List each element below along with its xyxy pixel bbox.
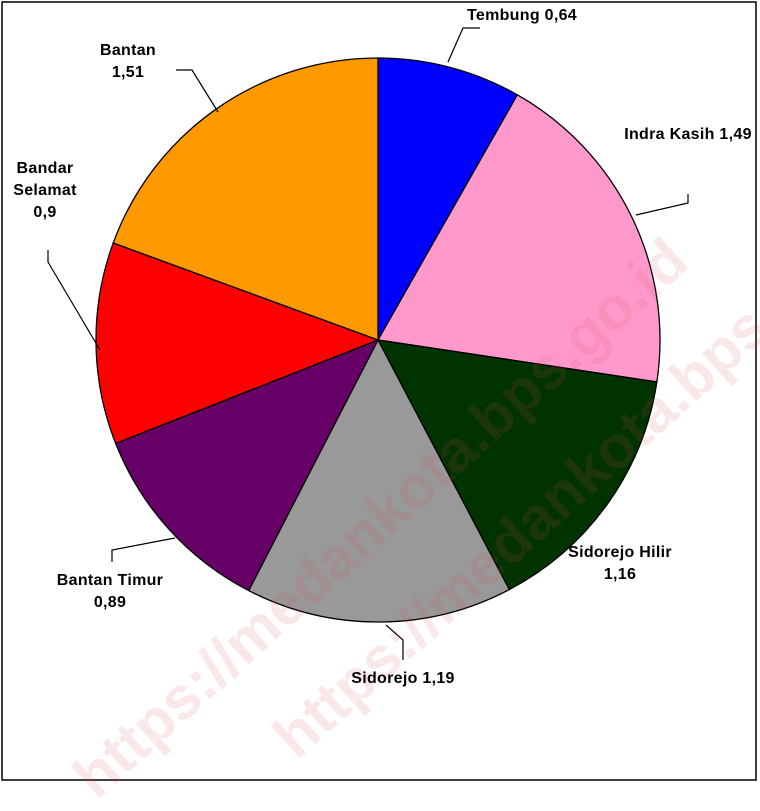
leader-line bbox=[635, 194, 689, 216]
leader-line bbox=[176, 69, 219, 113]
category-name: Sidorejo Hilir bbox=[568, 544, 672, 561]
value-label: 1,51 bbox=[111, 64, 145, 81]
value-label: 1,19 bbox=[422, 670, 455, 687]
chart-svg bbox=[1, 1, 757, 781]
slice-label: Indra Kasih 1,49 bbox=[618, 124, 758, 146]
pie-slice bbox=[247, 338, 511, 623]
pie-slice bbox=[376, 339, 658, 591]
category-name: Tembung bbox=[467, 7, 540, 24]
slice-label: Bandar Selamat 0,9 bbox=[5, 158, 85, 224]
slice-label: Sidorejo Hilir 1,16 bbox=[565, 542, 675, 586]
slice-label: Bantan Timur 0,89 bbox=[50, 570, 170, 614]
value-label: 1,49 bbox=[719, 126, 752, 143]
leader-line bbox=[385, 624, 404, 660]
value-label: 0,89 bbox=[93, 594, 127, 611]
pie-slice bbox=[377, 57, 519, 343]
value-label: 0,9 bbox=[33, 204, 57, 221]
category-name: Indra Kasih bbox=[624, 126, 715, 143]
value-label: 0,64 bbox=[544, 7, 577, 24]
category-name: Bandar Selamat bbox=[13, 160, 77, 199]
value-label: 1,16 bbox=[603, 566, 637, 583]
slice-label: Sidorejo 1,19 bbox=[348, 668, 458, 690]
leader-lines bbox=[47, 27, 689, 660]
frame bbox=[1, 1, 757, 781]
category-name: Bantan bbox=[99, 42, 157, 59]
category-name: Bantan Timur bbox=[56, 572, 164, 589]
slice-label: Tembung 0,64 bbox=[467, 5, 577, 27]
leader-line bbox=[47, 250, 101, 351]
slices bbox=[95, 57, 661, 623]
slice-label: Bantan 1,51 bbox=[83, 40, 173, 84]
leader-line bbox=[111, 537, 176, 562]
leader-line bbox=[447, 27, 480, 63]
pie-slice bbox=[114, 338, 380, 592]
pie-slice bbox=[376, 93, 661, 383]
category-name: Sidorejo bbox=[351, 670, 418, 687]
